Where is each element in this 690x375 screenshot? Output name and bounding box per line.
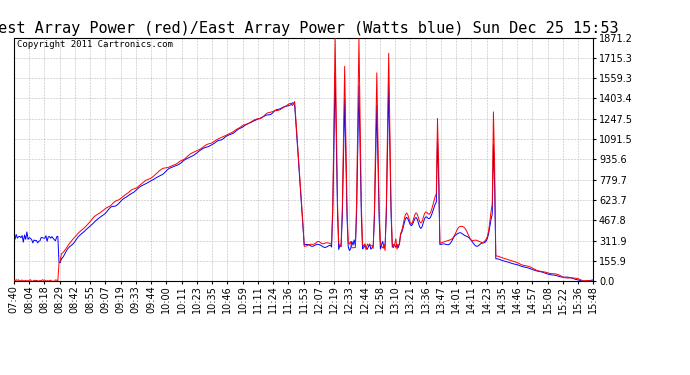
Title: West Array Power (red)/East Array Power (Watts blue) Sun Dec 25 15:53: West Array Power (red)/East Array Power …: [0, 21, 618, 36]
Text: Copyright 2011 Cartronics.com: Copyright 2011 Cartronics.com: [17, 40, 172, 49]
